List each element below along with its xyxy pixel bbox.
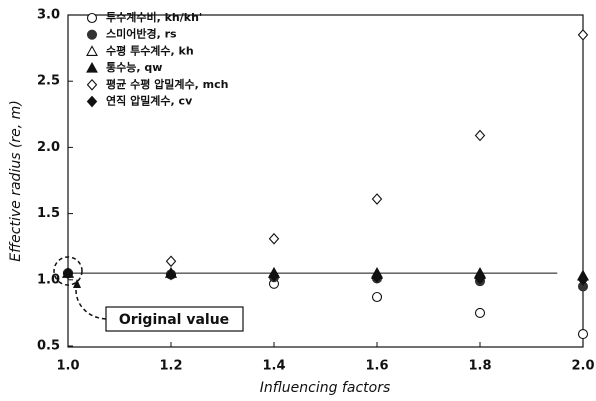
legend-marker xyxy=(86,95,98,108)
point xyxy=(165,268,177,281)
annotation-arrow xyxy=(75,289,107,320)
x-tick-label: 1.2 xyxy=(159,359,182,374)
highlight-circle xyxy=(53,256,83,286)
legend-label: 연직 압밀계수, cv xyxy=(106,94,193,108)
legend-label: 통수능, qw xyxy=(106,61,162,74)
point xyxy=(577,29,589,41)
x-tick-label: 1.0 xyxy=(56,359,79,374)
x-axis-label: Influencing factors xyxy=(260,380,391,396)
x-tick-label: 1.4 xyxy=(262,359,285,374)
legend-marker xyxy=(86,12,98,24)
point xyxy=(474,129,486,142)
legend-label: 평균 수평 압밀계수, mch xyxy=(106,77,228,91)
x-tick-label: 2.0 xyxy=(571,359,594,374)
point xyxy=(371,271,383,283)
point xyxy=(165,255,177,268)
point xyxy=(268,232,280,245)
annotation: Original value xyxy=(119,312,229,328)
point xyxy=(371,193,383,205)
legend-label: 스미어반경, rs xyxy=(106,27,177,41)
y-tick-label: 1.0 xyxy=(37,272,60,287)
arrow-head xyxy=(73,279,81,288)
y-tick-label: 3.0 xyxy=(37,8,60,23)
point xyxy=(577,273,589,286)
legend-label: 수평 투수계수, kh xyxy=(106,43,194,57)
annotation-box xyxy=(105,306,244,332)
legend-marker xyxy=(86,45,98,56)
y-tick-label: 0.5 xyxy=(37,339,60,354)
y-tick-label: 2.5 xyxy=(37,74,60,89)
y-tick-label: 1.5 xyxy=(37,206,60,221)
legend-label: 투수계수비, kh/kh' xyxy=(106,10,202,24)
point xyxy=(268,270,280,282)
y-axis-label: Effective radius (re, m) xyxy=(8,100,24,262)
point xyxy=(577,329,589,340)
x-tick-label: 1.8 xyxy=(468,359,491,374)
legend-marker xyxy=(86,29,98,40)
point xyxy=(474,272,486,285)
x-tick-label: 1.6 xyxy=(365,359,388,374)
point xyxy=(371,291,383,303)
point xyxy=(62,267,74,280)
legend-marker xyxy=(86,78,98,91)
point xyxy=(474,307,486,318)
legend-marker xyxy=(86,61,98,73)
plot-frame xyxy=(67,14,584,348)
y-tick-label: 2.0 xyxy=(37,140,60,155)
